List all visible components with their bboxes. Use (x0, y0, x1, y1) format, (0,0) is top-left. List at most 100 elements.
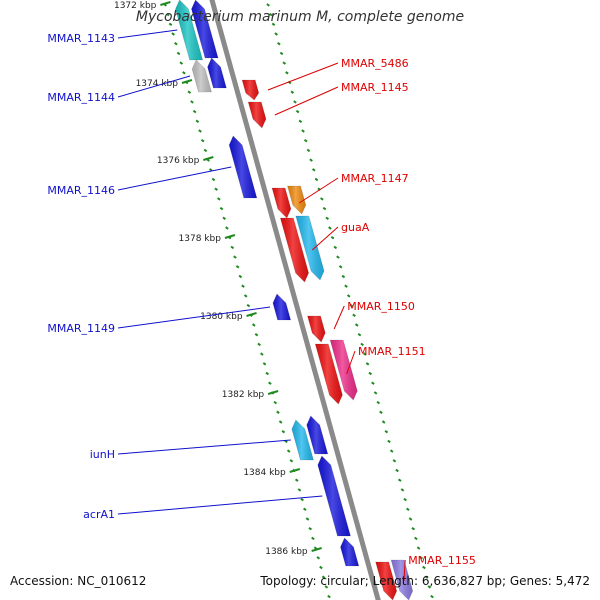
tick-dot (424, 575, 429, 579)
tick-dot (408, 517, 413, 521)
gene-label: MMAR_1149 (47, 322, 115, 335)
tick-dot (376, 400, 381, 405)
kbp-tick-label: 1376 kbp (157, 156, 200, 166)
gene-leader-line (117, 439, 291, 455)
tick-dot (192, 109, 197, 114)
gene-leader-line (311, 226, 339, 251)
tick-dot (321, 575, 326, 579)
accession-text: Accession: NC_010612 (10, 574, 147, 588)
gene-arrow-sheen (391, 560, 413, 600)
gene-arrow-sheen (175, 0, 203, 60)
tick-dot (179, 61, 184, 65)
tick-dot (336, 255, 340, 259)
tick-dot (301, 129, 305, 133)
tick-dot (419, 556, 424, 560)
tick-dot (279, 51, 284, 56)
tick-dot-layer (160, 1, 434, 599)
tick-dot (324, 585, 329, 589)
tick-dot (298, 119, 303, 124)
tick-dot (274, 32, 278, 36)
tick-dot (265, 371, 270, 376)
tick-dot (286, 449, 291, 453)
gene-label: MMAR_1150 (347, 300, 415, 313)
kbp-tick-mark (267, 390, 279, 395)
tick-dot (235, 265, 240, 269)
tick-dot (389, 449, 394, 453)
tick-dot (373, 391, 378, 395)
gene-arrow-sheen (307, 316, 326, 342)
tick-dot (311, 536, 315, 541)
genome-backbone (209, 0, 381, 600)
tick-dot (246, 303, 251, 308)
tick-dot (285, 71, 289, 75)
tick-dot (241, 284, 245, 288)
gene-arrow-sheen (280, 218, 309, 282)
tick-dot (276, 410, 280, 415)
tick-dot (349, 303, 354, 308)
gene-arrow-sheen (248, 102, 266, 128)
gene-leader-line (117, 166, 232, 191)
gene-arrow-sheen (295, 216, 325, 280)
tick-dot (171, 32, 175, 36)
gene-arrow-sheen (192, 60, 212, 92)
kbp-tick-label: 1380 kbp (200, 312, 243, 322)
gene-leader-line (117, 29, 178, 39)
tick-dot (243, 294, 248, 298)
kbp-tick-mark (311, 547, 322, 552)
gene-leader-line (403, 559, 406, 582)
kbp-tick-mark (289, 468, 301, 473)
tick-dot (406, 507, 410, 512)
gene-leader-line (333, 305, 345, 330)
tick-dot (357, 332, 362, 337)
tick-dot (303, 139, 308, 143)
tick-dot (322, 206, 327, 211)
tick-dot (422, 565, 426, 570)
gene-arrow-sheen (315, 344, 343, 404)
tick-dot (277, 41, 281, 46)
kbp-tick-label: 1372 kbp (114, 1, 157, 11)
gene-arrow-sheen (317, 456, 351, 536)
tick-dot (344, 284, 348, 288)
tick-dot (300, 497, 304, 502)
tick-dot (365, 362, 370, 366)
tick-dot (352, 313, 356, 318)
tick-dot (306, 148, 311, 153)
genome-summary: Topology: circular; Length: 6,636,827 bp… (260, 574, 590, 588)
tick-dot (308, 526, 313, 531)
tick-dot (174, 41, 178, 46)
tick-dot (268, 381, 272, 385)
gene-label: MMAR_5486 (341, 57, 409, 70)
tick-dot (303, 507, 307, 512)
gene-leader-line (346, 350, 356, 375)
gene-arrow-sheen (207, 58, 227, 88)
gene-layer (175, 0, 414, 600)
gene-arrow-sheen (330, 340, 358, 400)
gene-arrow-sheen (375, 562, 397, 600)
tick-dot (387, 439, 391, 444)
tick-dot (319, 565, 323, 570)
tick-dot (325, 216, 330, 220)
gene-label: MMAR_1151 (358, 345, 426, 358)
gene-arrow-sheen (242, 80, 259, 100)
gene-leader-line (117, 306, 271, 329)
tick-dot (311, 168, 316, 172)
gene-leader-line (117, 495, 323, 515)
tick-dot (290, 90, 295, 94)
tick-dot (384, 429, 389, 434)
tick-dot (266, 3, 270, 7)
tick-dot (198, 129, 202, 133)
tick-dot (165, 12, 170, 17)
gene-label: MMAR_1143 (47, 32, 115, 45)
tick-dot (208, 168, 213, 172)
kbp-tick-mark (224, 234, 236, 239)
tick-dot (346, 294, 351, 298)
tick-dot (195, 119, 200, 123)
tick-dot (395, 468, 399, 473)
tick-dot (273, 400, 278, 405)
tick-dot (309, 158, 313, 162)
tick-dot (320, 197, 324, 201)
gene-arrow-sheen (340, 538, 359, 566)
tick-dot (293, 100, 297, 104)
tick-dot (403, 497, 407, 502)
